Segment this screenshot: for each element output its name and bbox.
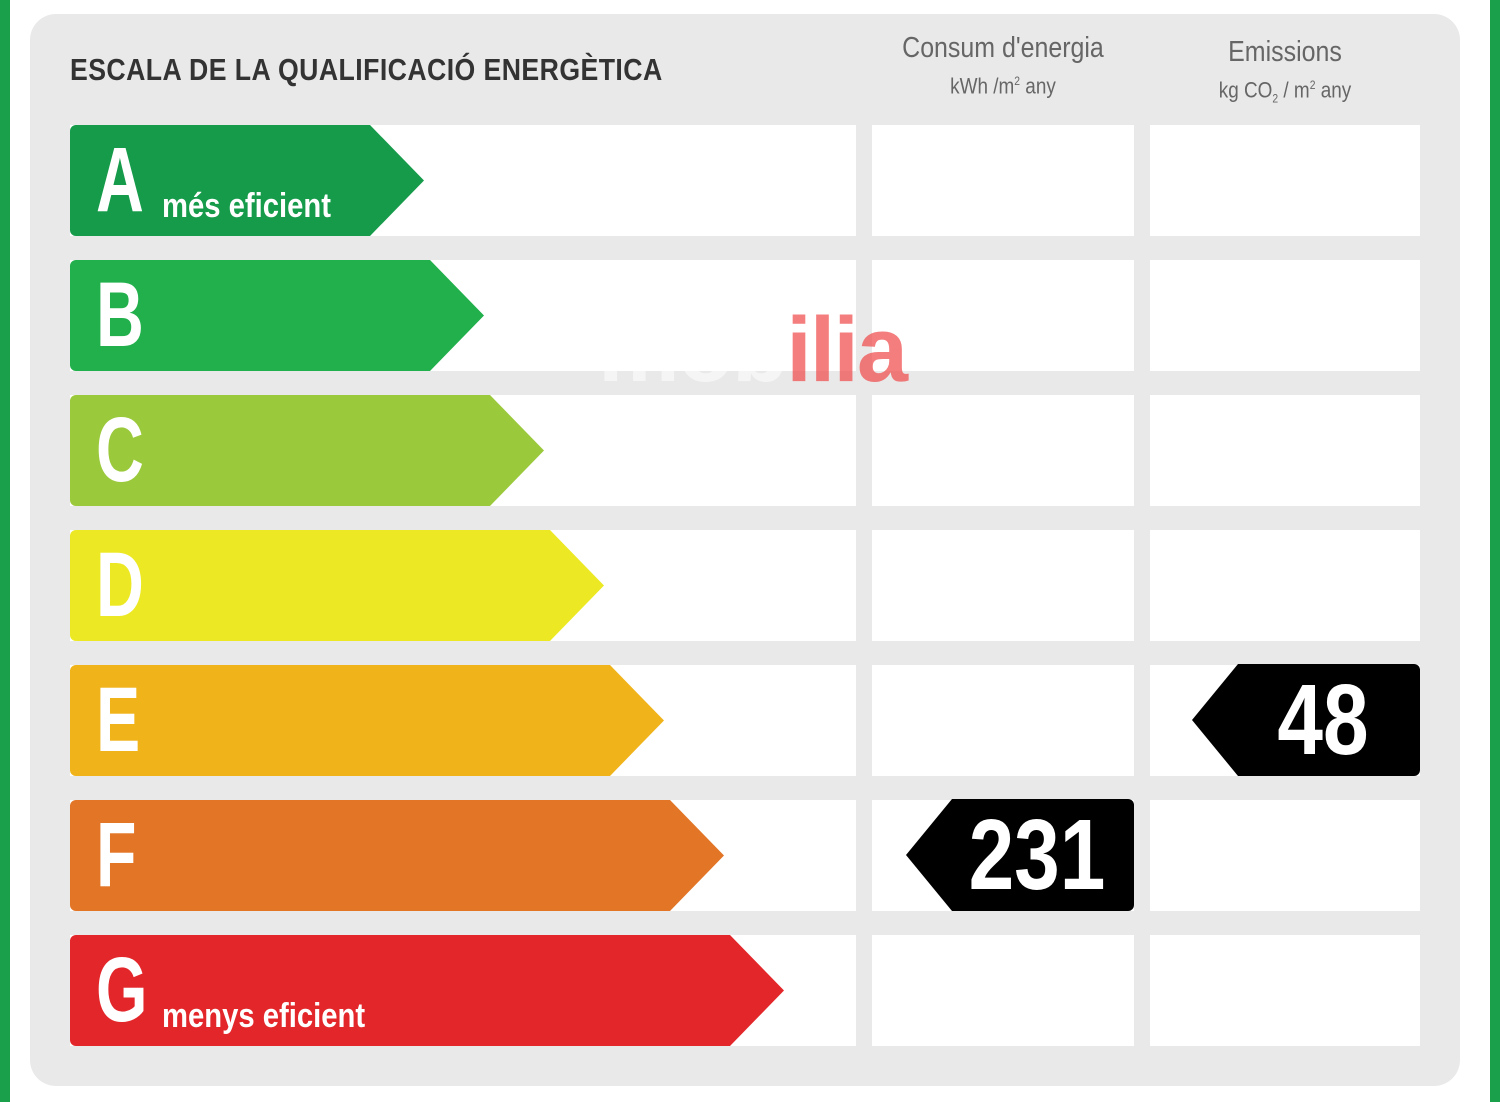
band-b: B [70, 260, 484, 371]
energy-column-header: Consum d'energia kWh /m2 any [872, 30, 1134, 101]
row-cell-energy [872, 665, 1134, 776]
energy-column-unit: kWh /m2 any [950, 73, 1056, 99]
band-letter: B [96, 264, 144, 366]
band-letter: D [96, 534, 144, 636]
left-green-edge [0, 0, 10, 1102]
watermark-logo: mobilia [598, 299, 908, 401]
band-e: E [70, 665, 664, 776]
band-letter: G [96, 939, 148, 1041]
band-letter: C [96, 399, 144, 501]
band-d: D [70, 530, 604, 641]
page-title: ESCALA DE LA QUALIFICACIÓ ENERGÈTICA [70, 52, 663, 87]
emissions-column-unit: kg CO2 / m2 any [1218, 77, 1352, 106]
band-c: C [70, 395, 544, 506]
band-caption: més eficient [162, 187, 332, 225]
row-cell-emissions [1150, 395, 1420, 506]
band-letter: E [96, 669, 141, 771]
band-letter: F [96, 804, 137, 906]
row-cell-emissions [1150, 530, 1420, 641]
energy-column-title: Consum d'energia [902, 32, 1104, 64]
row-cell-energy [872, 395, 1134, 506]
row-cell-emissions [1150, 260, 1420, 371]
row-cell-energy [872, 125, 1134, 236]
energy-rating-indicator: 231 [906, 799, 1134, 911]
row-cell-emissions [1150, 935, 1420, 1046]
row-cell-emissions [1150, 800, 1420, 911]
emissions-rating-indicator: 48 [1192, 664, 1420, 776]
row-cell-energy [872, 935, 1134, 1046]
emissions-rating-value: 48 [1277, 664, 1369, 776]
energy-rating-value: 231 [968, 799, 1106, 911]
row-cell-energy [872, 260, 1134, 371]
row-cell-energy [872, 530, 1134, 641]
row-cell-emissions [1150, 125, 1420, 236]
band-caption: menys eficient [162, 997, 366, 1035]
emissions-column-header: Emissions kg CO2 / m2 any [1150, 34, 1420, 114]
band-f: F [70, 800, 724, 911]
band-letter: A [96, 129, 144, 231]
emissions-column-title: Emissions [1228, 36, 1342, 68]
right-green-edge [1490, 0, 1500, 1102]
